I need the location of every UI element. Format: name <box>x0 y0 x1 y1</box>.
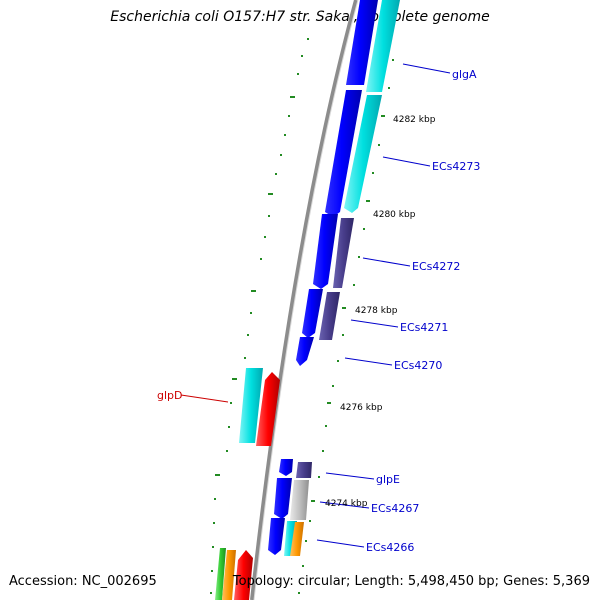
gene-green-bottom <box>215 548 226 600</box>
gene-blue-ecs4267 <box>274 478 292 519</box>
gene-blue-ecs4272 <box>313 214 338 289</box>
gene-label-glpd[interactable]: glpD <box>157 389 183 402</box>
gene-purple-ecs4272 <box>333 218 354 288</box>
gene-blue-ecs4271 <box>302 289 323 338</box>
gene-orange-bottom <box>222 550 236 600</box>
gene-purple-ecs4271 <box>319 292 340 340</box>
gene-blue-ecs4266 <box>268 518 285 555</box>
gene-label-glpe[interactable]: glpE <box>376 473 400 486</box>
accession-text: Accession: NC_002695 <box>9 574 157 589</box>
gene-label-ecs4273[interactable]: ECs4273 <box>432 160 480 173</box>
gene-label-ecs4270[interactable]: ECs4270 <box>394 359 442 372</box>
scale-label-4282: 4282 kbp <box>393 115 436 125</box>
gene-blue-ecs4273 <box>325 90 362 217</box>
gene-orange-ecs4266 <box>290 522 304 556</box>
gene-blue-top <box>346 0 378 85</box>
gene-cyan-ecs4273 <box>344 95 382 213</box>
gene-red-bottom <box>234 550 253 600</box>
gene-label-ecs4266[interactable]: ECs4266 <box>366 541 414 554</box>
gene-cyan-glpd <box>239 368 263 443</box>
genome-backbone-highlight <box>253 0 359 600</box>
gene-label-glga[interactable]: glgA <box>452 68 477 81</box>
gene-cyan-glga <box>366 0 400 92</box>
gene-label-ecs4271[interactable]: ECs4271 <box>400 321 448 334</box>
genome-backbone <box>250 0 358 600</box>
gene-blue-glpe <box>279 459 293 476</box>
topology-text: Topology: circular; Length: 5,498,450 bp… <box>232 574 590 589</box>
outer-tick-marks <box>298 59 394 594</box>
scale-label-4276: 4276 kbp <box>340 403 383 413</box>
label-leaders <box>180 63 451 548</box>
gene-purple-glpe <box>296 462 312 478</box>
gene-gray-ecs4267 <box>290 480 309 520</box>
gene-label-ecs4267[interactable]: ECs4267 <box>371 502 419 515</box>
gene-red-glpd <box>256 372 280 446</box>
inner-tick-marks <box>210 38 309 594</box>
scale-label-4278: 4278 kbp <box>355 306 398 316</box>
scale-label-4280: 4280 kbp <box>373 210 416 220</box>
gene-label-ecs4272[interactable]: ECs4272 <box>412 260 460 273</box>
scale-label-4274: 4274 kbp <box>325 499 368 509</box>
gene-blue-ecs4270 <box>296 337 314 366</box>
